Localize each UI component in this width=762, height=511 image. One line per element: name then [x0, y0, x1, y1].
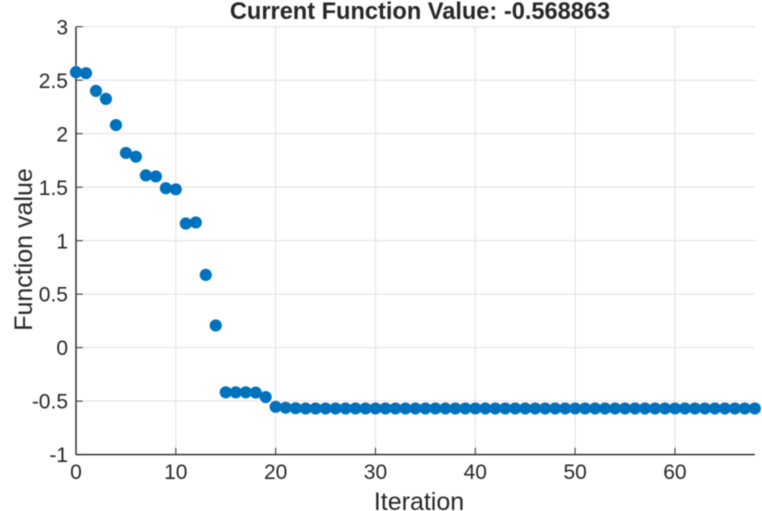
svg-text:60: 60: [663, 461, 686, 484]
svg-text:1.5: 1.5: [39, 177, 68, 200]
svg-text:50: 50: [563, 461, 586, 484]
svg-text:2.5: 2.5: [39, 70, 68, 93]
svg-text:10: 10: [164, 461, 187, 484]
svg-text:20: 20: [264, 461, 287, 484]
svg-text:0: 0: [56, 337, 68, 360]
svg-text:-0.5: -0.5: [32, 391, 68, 414]
svg-text:1: 1: [56, 230, 68, 253]
svg-text:2: 2: [56, 123, 68, 146]
svg-text:Current Function Value: -0.568: Current Function Value: -0.568863: [230, 0, 610, 25]
svg-text:3: 3: [56, 16, 68, 39]
svg-text:Iteration: Iteration: [374, 488, 464, 511]
svg-text:0.5: 0.5: [39, 284, 68, 307]
svg-text:40: 40: [464, 461, 487, 484]
svg-text:0: 0: [70, 461, 82, 484]
svg-text:30: 30: [364, 461, 387, 484]
svg-text:-1: -1: [49, 444, 68, 467]
svg-text:Function value: Function value: [10, 168, 38, 331]
